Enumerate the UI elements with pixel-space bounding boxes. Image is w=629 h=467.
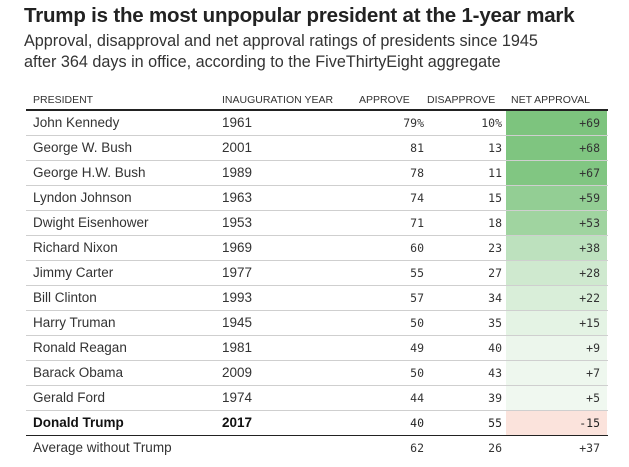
approve-cell: 49 — [410, 341, 424, 355]
disapprove-cell: 15 — [488, 191, 502, 205]
disapprove-cell: 27 — [488, 266, 502, 280]
disapprove-cell: 35 — [488, 316, 502, 330]
table-header: PRESIDENT INAUGURATION YEAR APPROVE DISA… — [26, 92, 608, 111]
president-cell: Lyndon Johnson — [33, 190, 132, 205]
disapprove-cell: 26 — [488, 441, 502, 455]
table-row: Jimmy Carter 1977 55 27 +28 — [26, 261, 608, 286]
net-approval-cell: +53 — [506, 211, 607, 235]
year-cell: 1974 — [222, 390, 253, 405]
net-approval-cell: +68 — [506, 136, 607, 160]
year-cell: 1969 — [222, 240, 253, 255]
president-cell: Ronald Reagan — [33, 340, 127, 355]
net-approval-cell: +69 — [506, 111, 607, 135]
president-cell: Jimmy Carter — [33, 265, 114, 280]
table-body: John Kennedy 1961 79% 10% +69 George W. Bush 2… — [26, 111, 608, 461]
disapprove-cell: 18 — [488, 216, 502, 230]
header-net-approval: NET APPROVAL — [511, 94, 590, 106]
year-cell: 1961 — [222, 115, 253, 130]
disapprove-cell: 11 — [488, 166, 502, 180]
year-cell: 1977 — [222, 265, 253, 280]
table-row: George H.W. Bush 1989 78 11 +67 — [26, 161, 608, 186]
president-cell: Dwight Eisenhower — [33, 215, 149, 230]
president-cell: Richard Nixon — [33, 240, 118, 255]
header-disapprove: DISAPPROVE — [427, 94, 496, 106]
approve-cell: 44 — [410, 391, 424, 405]
net-approval-cell: +67 — [506, 161, 607, 185]
net-approval-cell: -15 — [506, 411, 607, 435]
net-approval-cell: +28 — [506, 261, 607, 285]
average-row: Average without Trump 62 26 +37 — [26, 436, 608, 461]
net-approval-cell: +15 — [506, 311, 607, 335]
net-approval-cell: +59 — [506, 186, 607, 210]
table-row: Ronald Reagan 1981 49 40 +9 — [26, 336, 608, 361]
table-row: John Kennedy 1961 79% 10% +69 — [26, 111, 608, 136]
disapprove-cell: 23 — [488, 241, 502, 255]
approve-cell: 74 — [410, 191, 424, 205]
disapprove-cell: 39 — [488, 391, 502, 405]
approve-cell: 55 — [410, 266, 424, 280]
approve-cell: 79% — [403, 116, 424, 130]
header-rule — [26, 109, 608, 111]
year-cell: 1963 — [222, 190, 253, 205]
year-cell: 1981 — [222, 340, 253, 355]
president-cell: Barack Obama — [33, 365, 124, 380]
year-cell: 1945 — [222, 315, 253, 330]
president-cell: Donald Trump — [33, 415, 124, 430]
header-president: PRESIDENT — [33, 94, 94, 106]
disapprove-cell: 10% — [481, 116, 502, 130]
net-approval-cell: +37 — [579, 441, 600, 455]
table-row: Gerald Ford 1974 44 39 +5 — [26, 386, 608, 411]
table-row: Donald Trump 2017 40 55 -15 — [26, 411, 608, 436]
table-row: Harry Truman 1945 50 35 +15 — [26, 311, 608, 336]
approve-cell: 40 — [410, 416, 424, 430]
chart-subtitle: Approval, disapproval and net approval r… — [24, 31, 538, 73]
president-cell: George W. Bush — [33, 140, 133, 155]
approve-cell: 78 — [410, 166, 424, 180]
net-approval-cell: +5 — [506, 386, 607, 410]
approve-cell: 62 — [410, 441, 424, 455]
year-cell: 2009 — [222, 365, 253, 380]
approve-cell: 81 — [410, 141, 424, 155]
table-row: Barack Obama 2009 50 43 +7 — [26, 361, 608, 386]
disapprove-cell: 55 — [488, 416, 502, 430]
subtitle-line-1: Approval, disapproval and net approval r… — [24, 32, 538, 50]
subtitle-line-2: after 364 days in office, according to t… — [24, 53, 501, 71]
year-cell: 1953 — [222, 215, 253, 230]
president-cell: Bill Clinton — [33, 290, 97, 305]
president-cell: Harry Truman — [33, 315, 116, 330]
approve-cell: 60 — [410, 241, 424, 255]
year-cell: 1993 — [222, 290, 253, 305]
president-cell: Average without Trump — [33, 440, 172, 455]
table-row: Lyndon Johnson 1963 74 15 +59 — [26, 186, 608, 211]
approval-table: PRESIDENT INAUGURATION YEAR APPROVE DISA… — [26, 92, 608, 455]
header-inauguration-year: INAUGURATION YEAR — [222, 94, 334, 106]
year-cell: 2001 — [222, 140, 253, 155]
approve-cell: 50 — [410, 366, 424, 380]
president-cell: John Kennedy — [33, 115, 120, 130]
table-row: Dwight Eisenhower 1953 71 18 +53 — [26, 211, 608, 236]
year-cell: 1989 — [222, 165, 253, 180]
net-approval-cell: +9 — [506, 336, 607, 360]
net-approval-cell: +38 — [506, 236, 607, 260]
president-cell: Gerald Ford — [33, 390, 106, 405]
net-approval-cell: +22 — [506, 286, 607, 310]
disapprove-cell: 13 — [488, 141, 502, 155]
table-row: Bill Clinton 1993 57 34 +22 — [26, 286, 608, 311]
header-approve: APPROVE — [359, 94, 410, 106]
president-cell: George H.W. Bush — [33, 165, 146, 180]
year-cell: 2017 — [222, 415, 253, 430]
table-row: Richard Nixon 1969 60 23 +38 — [26, 236, 608, 261]
approve-cell: 50 — [410, 316, 424, 330]
approve-cell: 71 — [410, 216, 424, 230]
net-approval-cell: +7 — [506, 361, 607, 385]
disapprove-cell: 40 — [488, 341, 502, 355]
disapprove-cell: 43 — [488, 366, 502, 380]
disapprove-cell: 34 — [488, 291, 502, 305]
table-row: George W. Bush 2001 81 13 +68 — [26, 136, 608, 161]
approve-cell: 57 — [410, 291, 424, 305]
chart-title: Trump is the most unpopular president at… — [24, 4, 575, 27]
